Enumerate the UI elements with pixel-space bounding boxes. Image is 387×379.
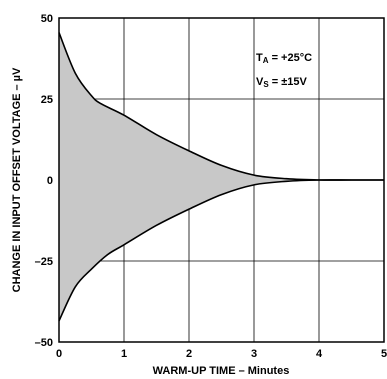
- vs-value: = ±15V: [269, 76, 308, 88]
- y-tick-1: 25: [41, 94, 53, 106]
- x-tick-3: 3: [251, 348, 257, 360]
- svg-text:VS = ±15V: VS = ±15V: [256, 76, 307, 89]
- x-tick-0: 0: [56, 348, 62, 360]
- x-tick-1: 1: [121, 348, 127, 360]
- ta-subscript: A: [263, 56, 269, 65]
- x-axis-label: WARM-UP TIME – Minutes: [153, 365, 290, 377]
- ta-symbol: T: [256, 52, 263, 64]
- y-tick-labels: 50 25 0 –25 –50: [35, 13, 53, 349]
- y-tick-4: –50: [35, 337, 53, 349]
- y-axis-label: CHANGE IN INPUT OFFSET VOLTAGE – µV: [11, 67, 23, 292]
- y-tick-0: 50: [41, 13, 53, 25]
- x-tick-5: 5: [381, 348, 387, 360]
- conditions-annotation: TA = +25°C VS = ±15V: [256, 52, 312, 89]
- y-tick-2: 0: [47, 175, 53, 187]
- x-tick-2: 2: [186, 348, 192, 360]
- x-tick-4: 4: [316, 348, 323, 360]
- offset-band-fill: [59, 32, 384, 321]
- vs-symbol: V: [256, 76, 264, 88]
- lower-curve: [58, 179, 384, 322]
- plot-frame: [58, 17, 385, 343]
- vs-subscript: S: [263, 80, 269, 89]
- svg-text:TA = +25°C: TA = +25°C: [256, 52, 312, 65]
- ta-value: = +25°C: [269, 52, 313, 64]
- x-tick-labels: 0 1 2 3 4 5: [56, 348, 387, 360]
- y-tick-3: –25: [35, 256, 53, 268]
